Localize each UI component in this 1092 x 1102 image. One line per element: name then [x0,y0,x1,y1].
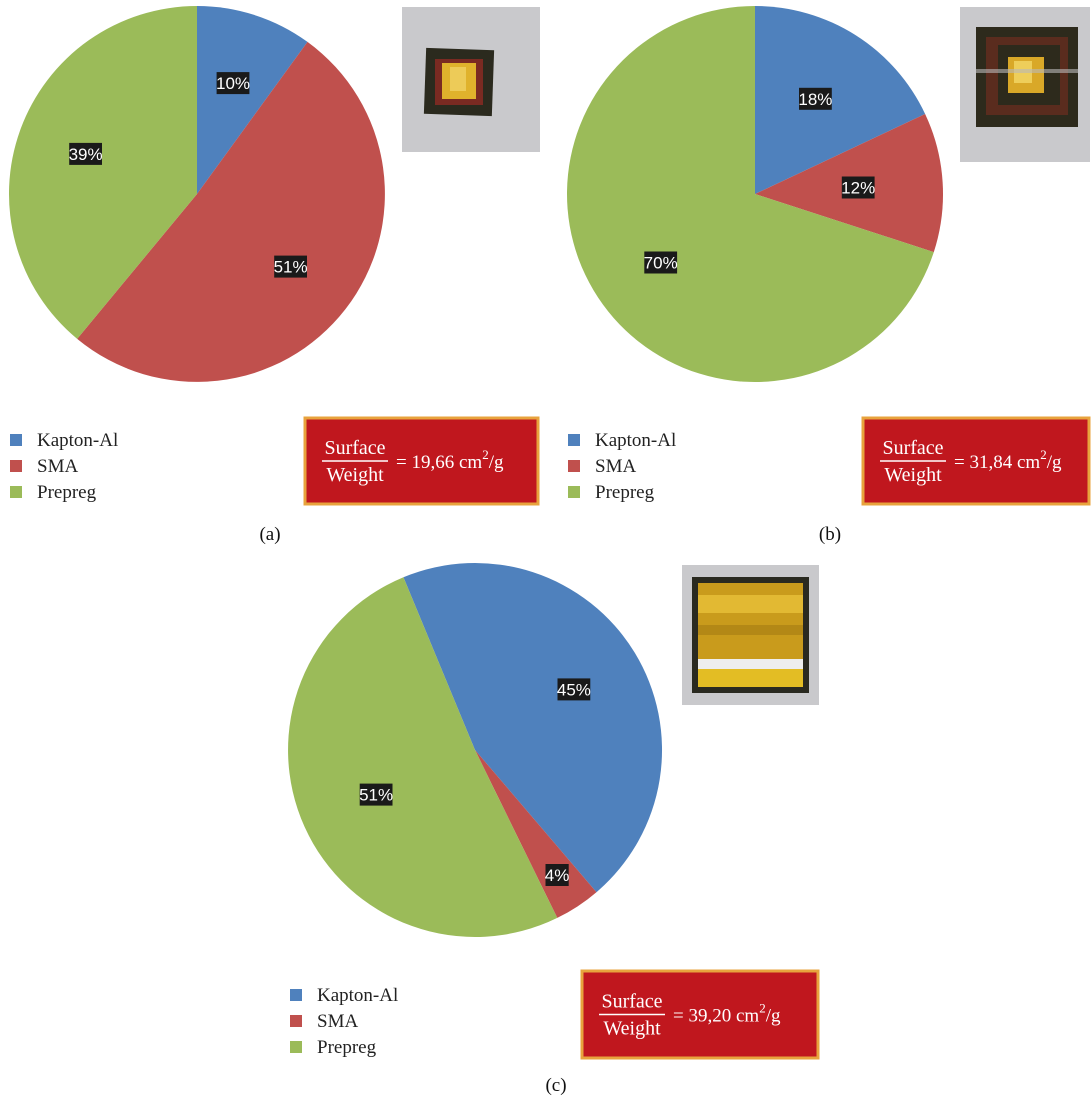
pie-c-labels: 45% 4% 51% [359,678,591,886]
panel-a: 10% 51% 39% Kapton-Al SMA Prepreg Surface Wei… [8,6,540,545]
sample-photo-c [682,565,819,705]
data-label-bg [545,864,569,886]
data-label-bg [274,255,307,278]
legend-swatch [568,460,580,472]
data-label: 70% [644,254,678,273]
legend-label: Prepreg [317,1037,377,1058]
pie-b-labels: 18% 12% 70% [644,87,875,274]
legend-label: SMA [317,1011,358,1032]
pie-slice-kaptonal [403,562,663,893]
legend-swatch [10,460,22,472]
legend-swatch [290,989,302,1001]
data-label: 51% [274,258,308,277]
legend-swatch [568,486,580,498]
legend-label: SMA [37,456,78,477]
caption-c: (c) [545,1075,566,1096]
legend-b: Kapton-Al SMA Prepreg [568,430,676,503]
legend-swatch [10,486,22,498]
legend-label: Kapton-Al [37,430,118,451]
ratio-denominator: Weight [884,464,942,486]
sample-photo-b [960,7,1090,162]
data-label: 51% [359,786,393,805]
legend-label: SMA [595,456,636,477]
ratio-numerator: Surface [601,991,662,1013]
legend-label: Kapton-Al [595,430,676,451]
ratio-exponent: 2 [759,1001,766,1016]
ratio-box-bg [861,416,1091,506]
data-label-bg [799,87,832,110]
pie-slice-prepreg [8,6,198,339]
caption-b: (b) [819,524,841,545]
legend-swatch [290,1041,302,1053]
sample-photo-a [402,7,540,152]
pie-a-slices [8,6,385,382]
sample-photo-frame-square-icon [402,7,540,152]
ratio-box-a: Surface Weight = 19,66 cm2/g [303,416,540,506]
ratio-numerator: Surface [882,437,943,459]
pie-c-slices [288,562,663,937]
panel-c: 45% 4% 51% Kapton-Al SMA Prepreg Surface Weig… [288,562,820,1096]
ratio-box-c: Surface Weight = 39,20 cm2/g [580,969,820,1060]
ratio-unit: /g [1047,452,1062,473]
data-label: 4% [545,866,570,885]
pie-b-slices [567,6,944,382]
ratio-denominator: Weight [603,1018,661,1040]
caption-a: (a) [259,524,280,545]
data-label-bg [841,176,875,199]
data-label-bg [644,251,678,274]
data-label-bg [557,678,591,701]
data-label-bg [359,783,393,806]
data-label-bg [216,72,250,95]
legend-label: Prepreg [37,482,97,503]
pie-slice-kaptonal [755,6,926,194]
pie-slice-prepreg [567,6,934,382]
legend-label: Kapton-Al [317,985,398,1006]
legend-label: Prepreg [595,482,655,503]
pie-slice-kaptonal [197,6,308,194]
ratio-exponent: 2 [1040,447,1047,462]
data-label: 10% [216,74,250,93]
ratio-unit: /g [489,452,504,473]
ratio-exponent: 2 [482,447,489,462]
ratio-unit: /g [766,1006,781,1027]
ratio-numerator: Surface [324,437,385,459]
legend-swatch [10,434,22,446]
panel-b: 18% 12% 70% Kapton-Al SMA Prepreg Surface Wei… [567,6,1091,545]
pie-a-labels: 10% 51% 39% [69,72,308,278]
ratio-value: = 19,66 cm2/g [396,447,504,473]
ratio-value: = 39,20 cm2/g [673,1001,781,1027]
pie-slice-prepreg [288,577,558,937]
ratio-box-bg [580,969,820,1060]
ratio-denominator: Weight [326,464,384,486]
sample-photo-overlapping-frame-icon [960,7,1090,162]
data-label: 12% [841,179,875,198]
legend-swatch [568,434,580,446]
data-label: 39% [69,145,103,164]
legend-swatch [290,1015,302,1027]
legend-c: Kapton-Al SMA Prepreg [290,985,398,1058]
data-label: 45% [557,680,591,699]
data-label-bg [69,142,102,165]
pie-slice-sma [77,41,385,382]
legend-a: Kapton-Al SMA Prepreg [10,430,118,503]
data-label: 18% [798,90,832,109]
sample-photo-full-foil-icon [682,565,819,705]
